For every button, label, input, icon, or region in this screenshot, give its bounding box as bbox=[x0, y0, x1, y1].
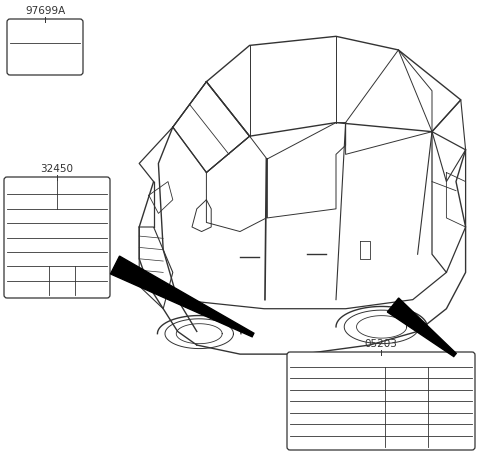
Text: 97699A: 97699A bbox=[25, 6, 65, 16]
FancyBboxPatch shape bbox=[7, 19, 83, 75]
FancyBboxPatch shape bbox=[287, 352, 475, 450]
Polygon shape bbox=[387, 298, 456, 356]
FancyBboxPatch shape bbox=[4, 177, 110, 298]
Text: 05203: 05203 bbox=[365, 339, 397, 349]
Polygon shape bbox=[110, 256, 254, 337]
Text: 32450: 32450 bbox=[40, 164, 73, 174]
